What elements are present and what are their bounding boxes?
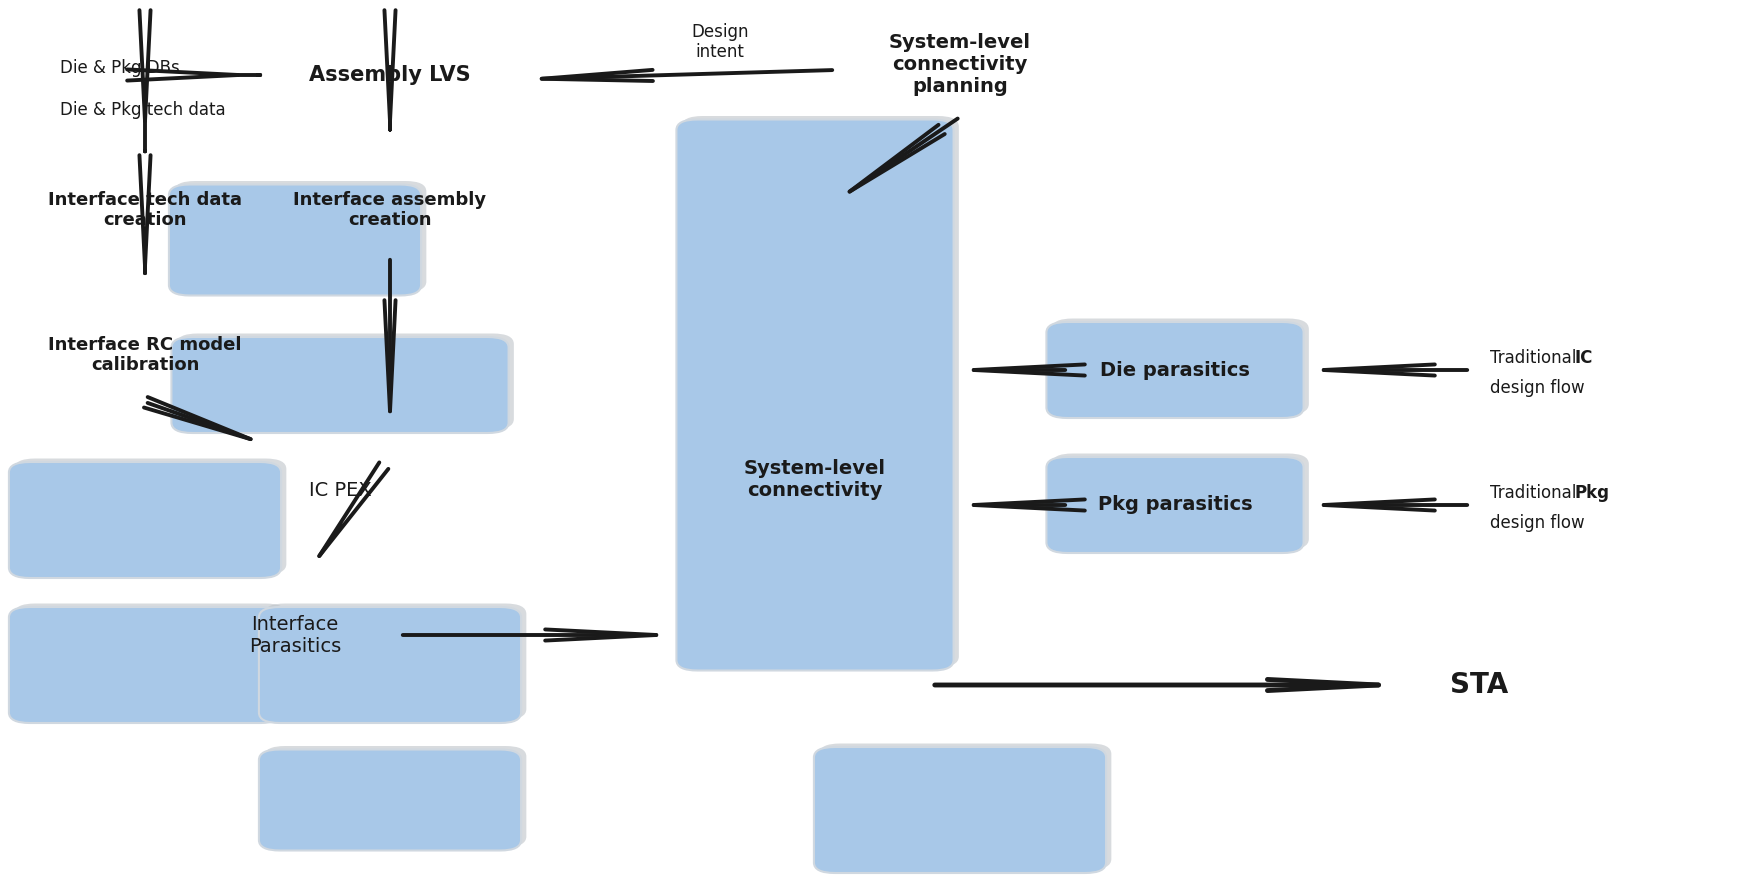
Text: Traditional: Traditional — [1490, 484, 1581, 502]
Text: STA: STA — [1450, 671, 1508, 699]
FancyBboxPatch shape — [682, 116, 959, 667]
FancyBboxPatch shape — [172, 337, 508, 433]
FancyBboxPatch shape — [819, 744, 1112, 870]
Text: Die & Pkg tech data: Die & Pkg tech data — [60, 101, 225, 119]
FancyBboxPatch shape — [1052, 453, 1309, 550]
FancyBboxPatch shape — [258, 607, 522, 723]
Text: Interface
Parasitics: Interface Parasitics — [249, 614, 341, 655]
FancyBboxPatch shape — [813, 747, 1107, 873]
FancyBboxPatch shape — [676, 120, 954, 670]
Text: System-level
connectivity: System-level connectivity — [743, 459, 886, 500]
FancyBboxPatch shape — [14, 458, 286, 575]
FancyBboxPatch shape — [174, 181, 427, 292]
Text: Assembly LVS: Assembly LVS — [309, 65, 471, 85]
FancyBboxPatch shape — [1047, 457, 1304, 553]
FancyBboxPatch shape — [9, 607, 281, 723]
FancyBboxPatch shape — [169, 185, 422, 296]
FancyBboxPatch shape — [264, 746, 527, 847]
Text: Design
intent: Design intent — [691, 23, 748, 61]
FancyBboxPatch shape — [9, 462, 281, 578]
FancyBboxPatch shape — [258, 750, 522, 850]
Text: Traditional: Traditional — [1490, 349, 1581, 367]
Text: Pkg: Pkg — [1574, 484, 1609, 502]
Text: design flow: design flow — [1490, 514, 1585, 532]
Text: Interface RC model
calibration: Interface RC model calibration — [47, 336, 242, 374]
FancyBboxPatch shape — [1047, 322, 1304, 418]
FancyBboxPatch shape — [264, 604, 527, 719]
Text: Die parasitics: Die parasitics — [1100, 360, 1249, 380]
Text: System-level
connectivity
planning: System-level connectivity planning — [889, 33, 1031, 96]
Text: design flow: design flow — [1490, 379, 1585, 397]
FancyBboxPatch shape — [14, 604, 286, 719]
FancyBboxPatch shape — [1052, 318, 1309, 415]
Text: Interface assembly
creation: Interface assembly creation — [293, 191, 487, 229]
Text: Pkg parasitics: Pkg parasitics — [1098, 495, 1253, 514]
Text: Interface tech data
creation: Interface tech data creation — [47, 191, 242, 229]
Text: Die & Pkg DBs: Die & Pkg DBs — [60, 59, 179, 77]
FancyBboxPatch shape — [177, 333, 513, 430]
Text: IC PEX: IC PEX — [309, 480, 371, 500]
Text: IC: IC — [1574, 349, 1594, 367]
